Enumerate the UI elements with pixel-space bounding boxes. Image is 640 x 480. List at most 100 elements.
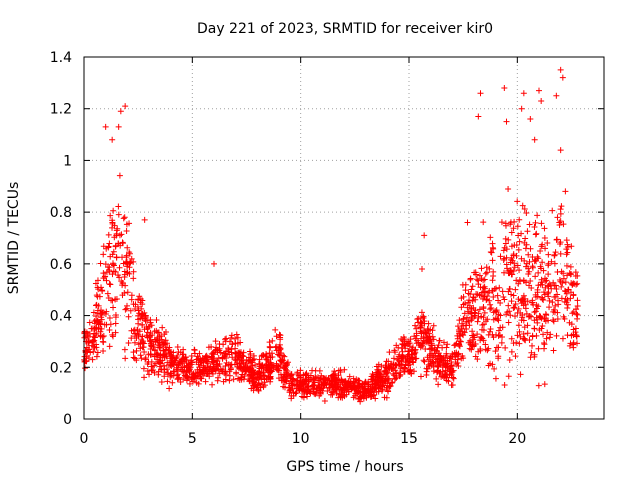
data-point: [236, 360, 243, 367]
data-point: [238, 376, 245, 383]
data-point: [109, 297, 116, 304]
data-point: [559, 74, 566, 81]
data-point: [126, 220, 133, 227]
data-point: [421, 232, 428, 239]
data-point: [142, 356, 149, 363]
data-point: [290, 389, 297, 396]
data-point: [468, 315, 475, 322]
data-point: [281, 365, 288, 372]
data-point: [457, 338, 464, 345]
data-point: [531, 325, 538, 332]
data-point: [564, 241, 571, 248]
data-point: [505, 236, 512, 243]
data-point: [537, 281, 544, 288]
data-point: [229, 354, 236, 361]
x-tick-label: 15: [400, 431, 418, 447]
data-point: [554, 297, 561, 304]
data-point: [397, 371, 404, 378]
data-point: [248, 375, 255, 382]
data-point: [228, 334, 235, 341]
data-point: [435, 381, 442, 388]
data-point: [448, 362, 455, 369]
data-point: [255, 386, 262, 393]
x-tick-label: 5: [188, 431, 197, 447]
data-point: [458, 295, 465, 302]
data-point: [266, 364, 273, 371]
data-point: [138, 312, 145, 319]
data-point: [489, 331, 496, 338]
data-point: [508, 291, 515, 298]
data-point: [357, 393, 364, 400]
data-point: [102, 123, 109, 130]
data-point: [112, 243, 119, 250]
data-point: [435, 350, 442, 357]
data-point: [434, 363, 441, 370]
data-point: [557, 66, 564, 73]
data-point: [223, 335, 230, 342]
data-point: [94, 307, 101, 314]
data-point: [401, 368, 408, 375]
data-point: [124, 261, 131, 268]
data-point: [484, 316, 491, 323]
ticks-layer: [83, 56, 604, 420]
data-point: [85, 346, 92, 353]
data-point: [99, 287, 106, 294]
data-point: [313, 386, 320, 393]
data-point: [487, 248, 494, 255]
data-point: [492, 308, 499, 315]
data-point: [520, 317, 527, 324]
data-point: [113, 230, 120, 237]
data-point: [507, 312, 514, 319]
data-point: [176, 361, 183, 368]
data-point: [357, 398, 364, 405]
data-point: [431, 346, 438, 353]
data-point: [119, 254, 126, 261]
data-point: [316, 383, 323, 390]
y-tick-label: 0.4: [50, 309, 72, 325]
data-point: [531, 351, 538, 358]
data-point: [267, 369, 274, 376]
data-point: [202, 378, 209, 385]
data-point: [85, 338, 92, 345]
data-point: [232, 345, 239, 352]
data-point: [252, 362, 259, 369]
data-point: [525, 251, 532, 258]
data-point: [541, 235, 548, 242]
data-point: [567, 289, 574, 296]
data-point: [399, 353, 406, 360]
data-point: [351, 385, 358, 392]
data-point: [513, 242, 520, 249]
data-point: [211, 357, 218, 364]
data-point: [454, 356, 461, 363]
data-point: [523, 209, 530, 216]
data-point: [112, 268, 119, 275]
data-point: [406, 351, 413, 358]
data-point: [151, 347, 158, 354]
data-point: [420, 357, 427, 364]
data-point: [109, 251, 116, 258]
data-point: [512, 286, 519, 293]
data-point: [570, 292, 577, 299]
data-point: [91, 337, 98, 344]
data-point: [519, 314, 526, 321]
data-point: [444, 363, 451, 370]
data-point: [169, 379, 176, 386]
data-point: [512, 313, 519, 320]
data-point: [535, 382, 542, 389]
data-point: [177, 379, 184, 386]
data-point: [107, 321, 114, 328]
data-point: [208, 343, 215, 350]
data-point: [514, 332, 521, 339]
data-point: [521, 324, 528, 331]
data-point: [297, 374, 304, 381]
data-point: [501, 255, 508, 262]
data-point: [106, 326, 113, 333]
data-point: [376, 370, 383, 377]
data-point: [459, 281, 466, 288]
data-point: [103, 277, 110, 284]
data-point: [348, 384, 355, 391]
data-point: [361, 385, 368, 392]
data-point: [467, 309, 474, 316]
data-point: [111, 234, 118, 241]
y-tick-label: 1.4: [50, 50, 72, 66]
